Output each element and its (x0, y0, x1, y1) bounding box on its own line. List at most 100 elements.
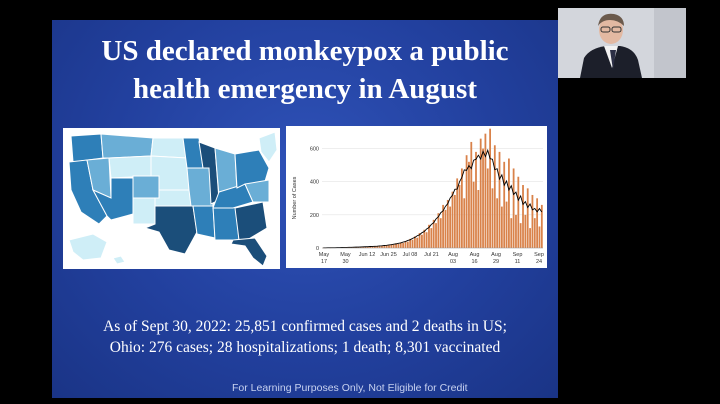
chart-bar (390, 244, 393, 248)
chart-bar (446, 199, 449, 248)
us-map-svg (68, 131, 278, 267)
chart-x-tick-label: Jul 08 (403, 252, 418, 258)
chart-bar (371, 246, 374, 248)
chart-bar (496, 198, 499, 248)
chart-bar (470, 141, 473, 248)
chart-bar (536, 198, 539, 248)
chart-bar (409, 238, 412, 248)
chart-bar (402, 243, 405, 248)
chart-y-tick-label: 0 (316, 246, 319, 252)
map-region-pacific-nw (70, 133, 104, 163)
chart-bar (472, 181, 475, 248)
chart-bar (357, 247, 360, 248)
chart-bar (524, 214, 527, 248)
chart-bar (411, 239, 414, 248)
map-region-wyoming (108, 155, 152, 179)
chart-bar (362, 246, 365, 248)
chart-bar (508, 158, 510, 248)
chart-bar (515, 214, 517, 248)
chart-bar (526, 188, 529, 248)
chart-bar (468, 161, 470, 248)
chart-bar (404, 241, 407, 248)
slide-caption: As of Sept 30, 2022: 25,851 confirmed ca… (52, 316, 558, 358)
chart-x-tick-label: May (319, 252, 330, 258)
chart-bar (503, 161, 506, 248)
chart-trend-line (323, 148, 543, 249)
chart-bar (489, 128, 491, 248)
map-region-new-england (258, 131, 278, 163)
map-region-virginia (244, 179, 270, 203)
chart-bar (479, 138, 482, 248)
chart-bar (439, 218, 442, 248)
chart-bar (383, 245, 386, 248)
map-region-colorado (132, 175, 160, 199)
chart-y-tick-label: 600 (310, 147, 319, 153)
chart-bar (460, 168, 463, 248)
chart-bar (428, 224, 430, 248)
chart-bar (406, 241, 409, 248)
chart-x-tick-label-line2: 03 (450, 259, 456, 265)
chart-x-tick-label-line2: 29 (493, 259, 499, 265)
chart-bar (484, 133, 487, 248)
map-region-hawaii (112, 255, 126, 265)
chart-bar (366, 246, 369, 248)
chart-bar (538, 226, 541, 248)
caption-line-2: Ohio: 276 cases; 28 hospitalizations; 1 … (109, 339, 501, 356)
chart-bar (465, 155, 468, 248)
chart-bar (364, 246, 367, 248)
disclaimer-text: For Learning Purposes Only, Not Eligible… (232, 382, 468, 394)
chart-bar (453, 194, 456, 248)
chart-x-tick-label: Aug (470, 252, 480, 258)
chart-y-tick-label: 400 (310, 180, 319, 186)
chart-bar (517, 176, 520, 248)
chart-x-tick-label-line2: 17 (321, 259, 327, 265)
chart-bar (482, 148, 484, 248)
map-region-idaho-montana (100, 133, 154, 159)
chart-bar (432, 219, 435, 248)
map-region-oklahoma (154, 189, 194, 207)
chart-bar (376, 246, 379, 248)
chart-bar (430, 228, 433, 248)
chart-bar (352, 247, 355, 248)
chart-bar (500, 206, 503, 248)
chart-x-tick-label: Aug (448, 252, 458, 258)
chart-x-tick-label: Sep (513, 252, 523, 258)
chart-bar (477, 190, 480, 248)
chart-bar (510, 218, 513, 248)
chart-bar (378, 246, 381, 248)
chart-bar (463, 198, 466, 248)
chart-bar (498, 151, 501, 248)
slide-title-line-1: US declared monkeypox a public (101, 35, 509, 67)
chart-bar (425, 232, 428, 248)
chart-bar (418, 233, 421, 248)
slide-title-line-2: health emergency in August (133, 73, 477, 105)
chart-y-tick-label: 200 (310, 213, 319, 219)
chart-bar (444, 209, 447, 248)
chart-bar (413, 236, 416, 248)
chart-bar (442, 204, 444, 248)
presenter-webcam (558, 8, 686, 78)
map-region-north-plains (150, 137, 188, 159)
chart-x-tick-label: Sep (534, 252, 544, 258)
chart-bar (437, 213, 440, 248)
chart-bar (522, 185, 524, 248)
map-region-new-mexico (132, 197, 156, 225)
chart-x-tick-label-line2: 24 (536, 259, 542, 265)
slide: US declared monkeypox a public health em… (52, 20, 558, 398)
chart-bar (392, 244, 395, 248)
chart-bar (531, 194, 534, 248)
presenter-avatar (558, 8, 686, 78)
map-region-alaska (68, 233, 108, 261)
chart-bar (449, 206, 452, 248)
chart-bar (423, 229, 426, 248)
map-region-florida (230, 237, 268, 267)
chart-x-tick-label: Jul 21 (424, 252, 439, 258)
caption-line-1: As of Sept 30, 2022: 25,851 confirmed ca… (103, 318, 507, 335)
chart-bar (421, 234, 423, 248)
chart-bar (486, 168, 489, 248)
chart-bar (385, 245, 388, 248)
chart-bar (512, 168, 515, 248)
chart-bar (491, 188, 494, 248)
slide-title: US declared monkeypox a public health em… (52, 32, 558, 108)
